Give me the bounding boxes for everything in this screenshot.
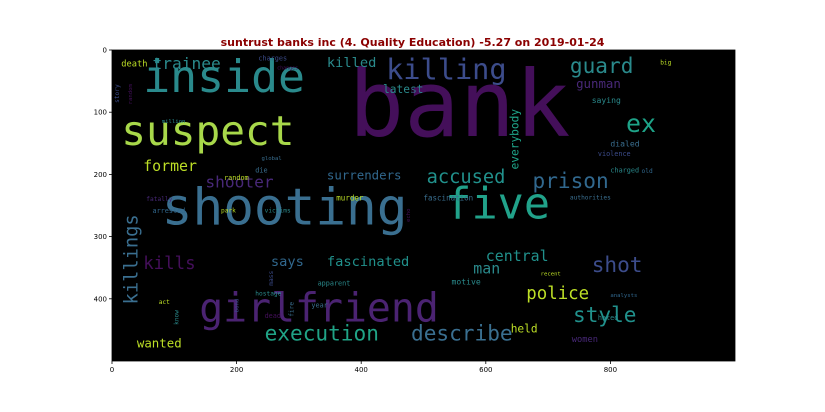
word-everybody: everybody (509, 109, 522, 170)
word-gunned: gunned (411, 86, 436, 94)
chart-title: suntrust banks inc (4. Quality Education… (220, 36, 605, 49)
word-shooter: shooter (205, 172, 273, 191)
word-fascination: fascination (424, 193, 474, 202)
word-victims: victims (265, 207, 291, 214)
word-ex: ex (626, 109, 656, 138)
word-old: old (642, 168, 653, 175)
plot-background (112, 50, 735, 361)
word-apparent: apparent (318, 280, 351, 288)
word-die: die (255, 166, 267, 174)
word-trainee: trainee (153, 54, 221, 73)
word-killing: killing (386, 52, 507, 86)
word-charged: charged (610, 166, 639, 174)
word-guard: guard (570, 53, 634, 78)
word-big: big (660, 59, 671, 66)
word-arrested: arrested (153, 207, 186, 215)
word-gunman: gunman (576, 76, 621, 91)
x-tick-label: 0 (110, 366, 114, 374)
word-central: central (486, 247, 549, 265)
word-echo: echo (406, 209, 412, 222)
word-saying: saying (592, 95, 621, 105)
word-fire: fire (289, 302, 296, 317)
y-tick-label: 100 (94, 109, 107, 117)
x-tick-label: 800 (604, 366, 617, 374)
x-tick-label: 600 (479, 366, 492, 374)
y-tick-label: 200 (94, 171, 107, 179)
word-inside: inside (143, 50, 305, 103)
word-motive: motive (452, 277, 481, 287)
x-tick-label: 200 (230, 366, 243, 374)
word-fatally: fatally (146, 196, 172, 203)
word-former: former (143, 157, 197, 175)
word-prison: prison (533, 168, 609, 193)
word-park: park (221, 207, 236, 214)
word-held: held (511, 323, 538, 336)
word-know: know (173, 310, 180, 325)
word-latest: latest (383, 83, 423, 96)
word-recent: recent (541, 271, 561, 277)
word-mass: mass (268, 271, 275, 286)
word-global: global (262, 156, 282, 162)
word-style: style (573, 302, 637, 327)
y-tick-label: 300 (94, 233, 107, 241)
word-killed: killed (327, 55, 376, 71)
word-execution: execution (265, 321, 379, 346)
word-shot: shot (592, 252, 643, 277)
word-fascinated: fascinated (327, 254, 409, 270)
y-tick-label: 400 (94, 295, 107, 303)
plot-frame (111, 49, 736, 362)
word-shooting: shooting (162, 179, 408, 238)
word-death: death (121, 59, 147, 69)
word-wanted: wanted (137, 335, 182, 350)
word-hostage: hostage (255, 291, 281, 298)
word-bond: bond (235, 299, 241, 312)
word-changes: changes (277, 66, 298, 72)
word-dead: dead (265, 312, 281, 320)
word-analysts: analysts (610, 293, 637, 299)
word-authorities: authorities (570, 194, 611, 201)
word-year: year (311, 301, 327, 309)
word-police: police (526, 284, 589, 304)
word-women: women (572, 335, 598, 345)
word-hated: hated (598, 314, 618, 322)
word-bank: bank (349, 51, 571, 158)
word-murder: murder (336, 193, 364, 202)
word-describe: describe (411, 321, 513, 346)
word-accused: accused (427, 167, 506, 188)
word-surrenders: surrenders (327, 167, 402, 182)
word-man: man (473, 259, 500, 277)
word-million: million (162, 119, 186, 125)
word-killings: killings (121, 214, 142, 304)
word-act: act (159, 299, 170, 306)
word-five: five (445, 180, 550, 230)
word-charges: charges (258, 54, 287, 62)
word-violence: violence (598, 150, 631, 158)
word-random: random (128, 84, 134, 105)
word-suspect: suspect (121, 107, 294, 155)
word-girlfriend: girlfriend (199, 285, 439, 331)
word-dialed: dialed (610, 139, 639, 149)
word-says: says (271, 254, 304, 270)
word-story: story (114, 84, 121, 103)
x-tick-label: 400 (355, 366, 368, 374)
y-tick-label: 0 (103, 47, 107, 55)
word-kills: kills (143, 254, 195, 274)
word-random: random (224, 174, 249, 182)
